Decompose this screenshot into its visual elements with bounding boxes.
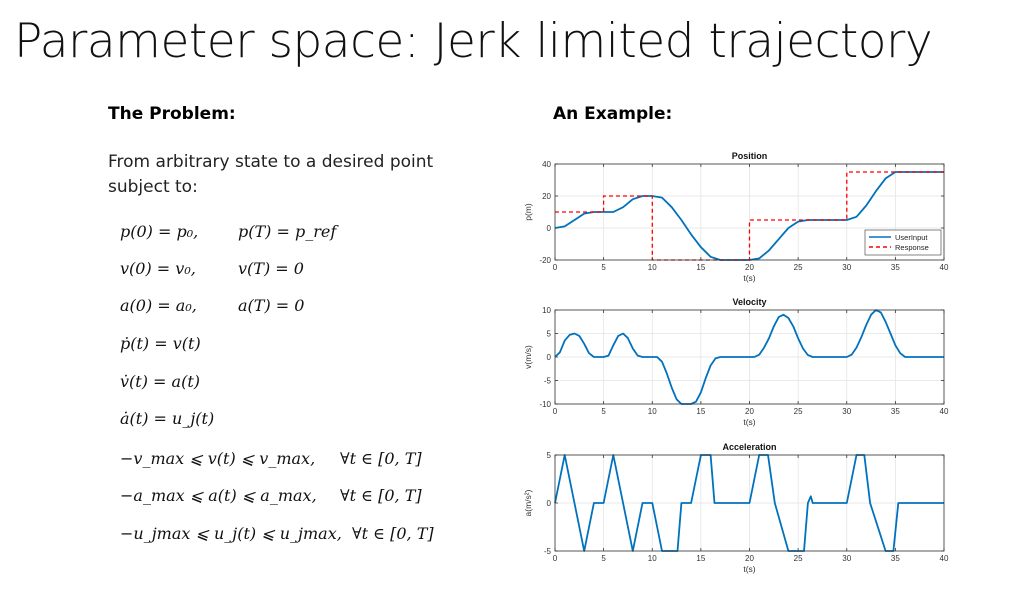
equation-position-derivative: ṗ(t) = v(t): [120, 334, 201, 353]
y-tick-label: 10: [542, 306, 551, 315]
x-axis-label: t(s): [743, 273, 755, 283]
y-tick-label: -20: [539, 256, 551, 265]
constraint-acceleration: −a_max ⩽ a(t) ⩽ a_max, ∀t ∈ [0, T]: [120, 486, 422, 505]
legend-label: UserInput: [895, 233, 928, 242]
x-tick-label: 30: [842, 554, 851, 563]
x-tick-label: 10: [648, 554, 657, 563]
x-tick-label: 5: [601, 263, 606, 272]
equation-part: ṗ(t) = v(t): [120, 334, 201, 353]
chart-title: Acceleration: [722, 442, 776, 452]
legend-box: [864, 229, 942, 256]
equation-part: v̇(t) = a(t): [120, 372, 200, 391]
equation-part: a(T) = 0: [238, 296, 305, 315]
x-tick-label: 10: [648, 263, 657, 272]
y-tick-label: -5: [544, 547, 552, 556]
equation-part: ∀t ∈ [0, T]: [352, 524, 434, 543]
x-tick-label: 40: [940, 554, 949, 563]
x-tick-label: 30: [842, 407, 851, 416]
x-tick-label: 35: [891, 263, 900, 272]
x-tick-label: 35: [891, 407, 900, 416]
constraint-jerk: −u_jmax ⩽ u_j(t) ⩽ u_jmax, ∀t ∈ [0, T]: [120, 524, 434, 543]
equation-velocity-derivative: v̇(t) = a(t): [120, 372, 200, 391]
equation-part: p(T) = p_ref: [238, 222, 337, 241]
equation-acceleration-boundary: a(0) = a₀, a(T) = 0: [120, 296, 304, 315]
y-tick-label: 20: [542, 192, 551, 201]
slide-title: Parameter space: Jerk limited trajectory: [14, 14, 933, 69]
plot-frame: [554, 454, 945, 552]
x-tick-label: 40: [940, 407, 949, 416]
x-axis-label: t(s): [743, 564, 755, 574]
plot-frame: [554, 309, 945, 405]
x-tick-label: 10: [648, 407, 657, 416]
y-tick-label: 5: [547, 330, 552, 339]
x-tick-label: 5: [601, 407, 606, 416]
x-tick-label: 25: [794, 263, 803, 272]
equation-position-boundary: p(0) = p₀, p(T) = p_ref: [120, 222, 336, 241]
y-tick-label: 40: [542, 160, 551, 169]
equation-part: a(0) = a₀,: [120, 296, 197, 315]
equation-acceleration-derivative: ȧ(t) = u_j(t): [120, 409, 214, 428]
x-tick-label: 25: [794, 554, 803, 563]
y-tick-label: 0: [547, 353, 552, 362]
equation-velocity-boundary: v(0) = v₀, v(T) = 0: [120, 259, 304, 278]
x-tick-label: 0: [553, 407, 558, 416]
y-axis-label: v(m/s): [523, 345, 533, 369]
y-axis-label: a(m/s²): [523, 489, 533, 516]
x-tick-label: 30: [842, 263, 851, 272]
x-tick-label: 15: [696, 263, 705, 272]
x-tick-label: 0: [553, 554, 558, 563]
equation-part: ∀t ∈ [0, T]: [340, 449, 422, 468]
x-tick-label: 15: [696, 554, 705, 563]
y-tick-label: 5: [547, 451, 552, 460]
chart-title: Velocity: [732, 297, 766, 307]
equation-part: −u_jmax ⩽ u_j(t) ⩽ u_jmax,: [120, 524, 342, 543]
problem-heading: The Problem:: [108, 104, 236, 124]
y-tick-label: -5: [544, 377, 552, 386]
chart-title: Position: [732, 151, 768, 161]
example-plots: 0 5 10 15 20 25 30 35 40-2002040Positiont(s)p(m)…: [523, 151, 949, 574]
x-tick-label: 35: [891, 554, 900, 563]
y-tick-label: -10: [539, 400, 551, 409]
x-tick-label: 5: [601, 554, 606, 563]
x-tick-label: 20: [745, 263, 754, 272]
x-tick-label: 40: [940, 263, 949, 272]
constraint-velocity: −v_max ⩽ v(t) ⩽ v_max, ∀t ∈ [0, T]: [120, 449, 422, 468]
legend-label: Response: [895, 243, 929, 252]
series-line: [554, 454, 944, 552]
series-line: [554, 309, 944, 405]
equation-part: v(0) = v₀,: [120, 259, 196, 278]
y-axis-label: p(m): [523, 203, 533, 221]
equation-part: −v_max ⩽ v(t) ⩽ v_max,: [120, 449, 316, 468]
equation-part: ∀t ∈ [0, T]: [340, 486, 422, 505]
equation-part: v(T) = 0: [238, 259, 304, 278]
example-heading: An Example:: [553, 104, 673, 124]
x-tick-label: 20: [745, 407, 754, 416]
x-tick-label: 20: [745, 554, 754, 563]
plot-frame: [554, 163, 945, 261]
equation-part: ȧ(t) = u_j(t): [120, 409, 215, 428]
problem-intro: From arbitrary state to a desired point …: [108, 152, 434, 197]
x-axis-label: t(s): [743, 417, 755, 427]
x-tick-label: 0: [553, 263, 558, 272]
equation-part: p(0) = p₀,: [120, 222, 199, 241]
y-tick-label: 0: [547, 224, 552, 233]
x-tick-label: 25: [794, 407, 803, 416]
x-tick-label: 15: [696, 407, 705, 416]
y-tick-label: 0: [547, 499, 552, 508]
equation-part: −a_max ⩽ a(t) ⩽ a_max,: [120, 486, 317, 505]
